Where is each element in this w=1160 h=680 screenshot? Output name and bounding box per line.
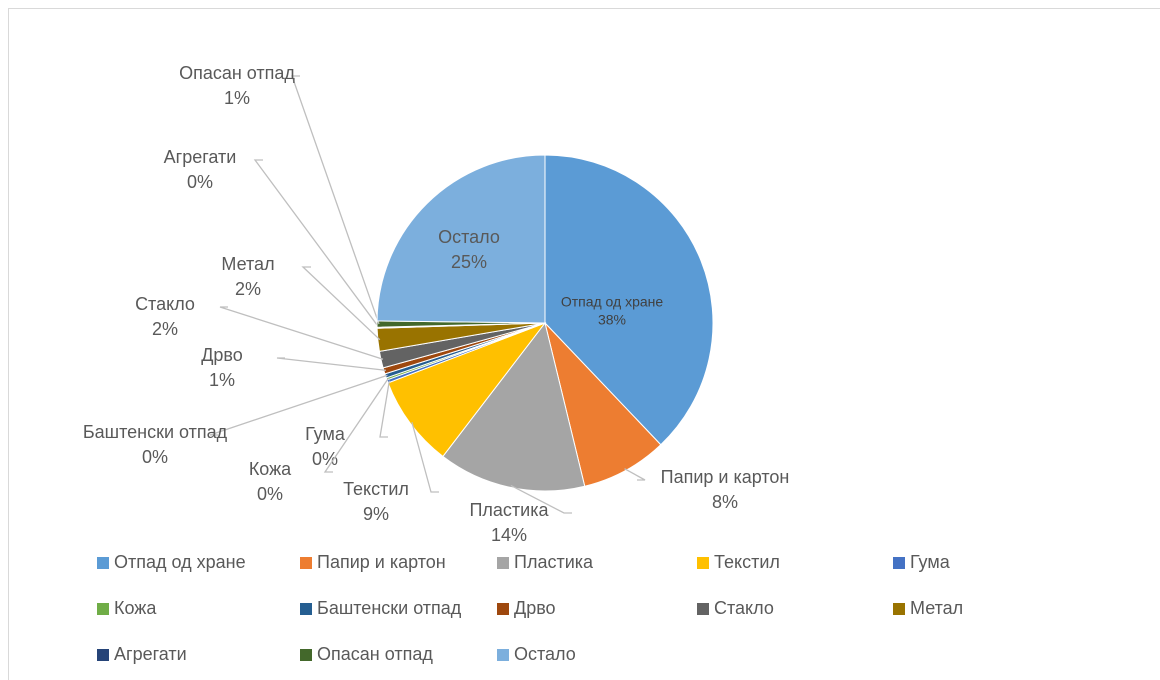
legend-label: Баштенски отпад (317, 598, 462, 618)
legend-swatch (697, 603, 709, 615)
data-label-name: Кожа (249, 459, 292, 479)
leader-line (301, 266, 381, 341)
legend-label: Текстил (714, 552, 780, 572)
legend-swatch (300, 603, 312, 615)
data-label-value: 2% (152, 319, 178, 339)
data-label-value: 0% (257, 484, 283, 504)
data-label-value: 0% (187, 172, 213, 192)
legend-swatch (97, 603, 109, 615)
data-label-name: Метал (221, 254, 274, 274)
leader-line (276, 357, 386, 371)
data-label-name: Дрво (201, 345, 243, 365)
data-label-value: 2% (235, 279, 261, 299)
pie-slice (376, 154, 546, 324)
legend-swatch (497, 557, 509, 569)
data-label-value: 0% (312, 449, 338, 469)
legend-swatch (97, 557, 109, 569)
data-label-value: 9% (363, 504, 389, 524)
leader-line (510, 484, 572, 514)
legend-label: Остало (514, 644, 576, 664)
leader-line (291, 75, 380, 325)
legend-label: Стакло (714, 598, 774, 618)
legend-swatch (300, 557, 312, 569)
legend-swatch (300, 649, 312, 661)
leader-line (411, 422, 439, 493)
data-label-name: Стакло (135, 294, 195, 314)
data-label-value: 38% (598, 312, 626, 328)
legend-swatch (497, 603, 509, 615)
data-label-value: 0% (142, 447, 168, 467)
data-label-value: 1% (209, 370, 235, 390)
legend-label: Гума (910, 552, 951, 572)
data-label-name: Остало (438, 227, 500, 247)
legend-label: Метал (910, 598, 963, 618)
data-label-value: 14% (491, 525, 527, 545)
legend-swatch (893, 557, 905, 569)
pie-slice (442, 321, 586, 492)
data-label-name: Текстил (343, 479, 409, 499)
legend-swatch (893, 603, 905, 615)
legend-label: Агрегати (114, 644, 187, 664)
leader-line (219, 306, 384, 360)
pie-slice (544, 154, 714, 446)
legend-swatch (497, 649, 509, 661)
data-label-name: Агрегати (164, 147, 237, 167)
legend-swatch (697, 557, 709, 569)
data-label-value: 25% (451, 252, 487, 272)
leader-line (379, 380, 390, 438)
legend-label: Дрво (514, 598, 556, 618)
leader-line (624, 468, 646, 481)
legend-label: Папир и картон (317, 552, 446, 572)
leader-line (253, 159, 380, 329)
data-label-name: Гума (305, 424, 346, 444)
data-label-name: Опасан отпад (179, 63, 295, 83)
pie-slice (544, 321, 662, 487)
legend-label: Кожа (114, 598, 157, 618)
data-label-value: 8% (712, 492, 738, 512)
legend-label: Опасан отпад (317, 644, 433, 664)
leader-line (323, 377, 390, 473)
data-label-name: Папир и картон (661, 467, 790, 487)
legend-label: Пластика (514, 552, 594, 572)
data-label-name: Пластика (469, 500, 549, 520)
data-label-name: Баштенски отпад (83, 422, 228, 442)
legend-swatch (97, 649, 109, 661)
leader-line (209, 374, 388, 436)
legend-label: Отпад од хране (114, 552, 246, 572)
data-label-value: 1% (224, 88, 250, 108)
data-label-name: Отпад од хране (561, 294, 664, 310)
